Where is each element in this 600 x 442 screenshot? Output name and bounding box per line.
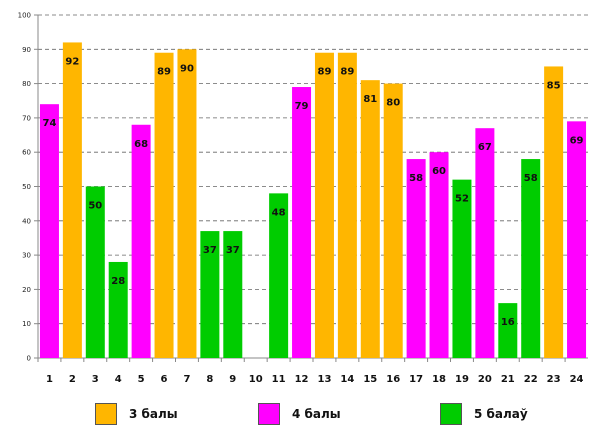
bar-20 xyxy=(475,128,495,358)
x-tick-label: 6 xyxy=(161,374,168,385)
data-label-24: 69 xyxy=(570,135,584,146)
bar-24 xyxy=(567,121,587,358)
data-label-13: 89 xyxy=(317,67,331,78)
x-tick-label: 7 xyxy=(183,374,190,385)
data-label-21: 16 xyxy=(501,317,515,328)
bar-12 xyxy=(292,87,312,358)
data-labels: 74 92 50 28 68 89 90 37 37 48 79 89 89 81 80 58 60 52 67 16… xyxy=(42,56,583,328)
y-tick-label: 50 xyxy=(22,183,31,191)
bar-5 xyxy=(131,124,151,358)
y-tick-label: 100 xyxy=(18,12,31,20)
legend-label-3-baly: 3 балы xyxy=(129,407,178,421)
data-label-15: 81 xyxy=(363,94,377,105)
bar-8 xyxy=(200,231,220,358)
data-label-8: 37 xyxy=(203,245,217,256)
x-tick-label: 4 xyxy=(115,374,122,385)
legend-swatch-3-baly xyxy=(95,403,117,425)
x-tick-label: 5 xyxy=(138,374,145,385)
y-tick-label: 90 xyxy=(22,46,31,54)
bar-23 xyxy=(544,66,564,358)
x-tick-label: 17 xyxy=(409,374,423,385)
x-tick-label: 24 xyxy=(570,374,584,385)
bar-21 xyxy=(498,303,518,358)
x-tick-label: 13 xyxy=(317,374,331,385)
bars xyxy=(39,42,587,359)
data-label-22: 58 xyxy=(524,173,538,184)
bar-4 xyxy=(108,261,128,358)
bar-9 xyxy=(223,231,243,358)
data-label-12: 79 xyxy=(295,101,309,112)
bar-17 xyxy=(406,159,426,358)
y-tick-label: 70 xyxy=(22,114,31,122)
data-label-5: 68 xyxy=(134,139,148,150)
x-tick-label: 10 xyxy=(249,374,263,385)
x-tick-labels: 1 2 3 4 5 6 7 8 9 10 11 12 13 14 15 16 17 18 19 20 21 22 23 24 xyxy=(37,358,584,385)
legend-swatch-4-baly xyxy=(258,403,280,425)
legend-label-4-baly: 4 балы xyxy=(292,407,341,421)
x-tick-label: 12 xyxy=(295,374,309,385)
x-tick-label: 20 xyxy=(478,374,492,385)
data-label-6: 89 xyxy=(157,67,171,78)
x-tick-label: 9 xyxy=(229,374,236,385)
data-label-3: 50 xyxy=(88,201,102,212)
y-tick-label: 60 xyxy=(22,149,31,157)
x-tick-label: 23 xyxy=(547,374,561,385)
x-tick-label: 2 xyxy=(69,374,76,385)
data-label-2: 92 xyxy=(65,56,79,67)
bar-19 xyxy=(452,179,472,358)
bar-13 xyxy=(314,52,334,358)
data-label-18: 60 xyxy=(432,166,446,177)
bar-18 xyxy=(429,152,449,358)
bar-14 xyxy=(337,52,357,358)
bar-6 xyxy=(154,52,174,358)
bar-22 xyxy=(521,159,541,358)
x-tick-label: 22 xyxy=(524,374,538,385)
x-tick-label: 1 xyxy=(46,374,53,385)
data-label-14: 89 xyxy=(340,67,354,78)
legend-item-3-baly: 3 балы xyxy=(95,403,178,425)
legend-item-4-baly: 4 балы xyxy=(258,403,341,425)
y-tick-label: 0 xyxy=(27,355,31,363)
bar-7 xyxy=(177,49,197,359)
y-tick-label: 40 xyxy=(22,217,31,225)
y-tick-label: 20 xyxy=(22,286,31,294)
data-label-19: 52 xyxy=(455,194,469,205)
data-label-23: 85 xyxy=(547,80,561,91)
x-tick-label: 19 xyxy=(455,374,469,385)
bar-2 xyxy=(62,42,82,358)
bar-11 xyxy=(269,193,289,358)
bar-16 xyxy=(383,83,403,358)
data-label-11: 48 xyxy=(272,207,286,218)
y-tick-label: 10 xyxy=(22,320,31,328)
legend-swatch-5-balau xyxy=(440,403,462,425)
y-tick-labels: 0 10 20 30 40 50 60 70 80 90 100 xyxy=(18,12,38,363)
y-tick-label: 30 xyxy=(22,252,31,260)
bar-1 xyxy=(39,104,59,359)
data-label-16: 80 xyxy=(386,98,400,109)
x-tick-label: 11 xyxy=(272,374,286,385)
x-tick-label: 21 xyxy=(501,374,515,385)
x-tick-label: 15 xyxy=(363,374,377,385)
y-tick-label: 80 xyxy=(22,80,31,88)
x-tick-label: 18 xyxy=(432,374,446,385)
legend-item-5-balau: 5 балаў xyxy=(440,403,528,425)
data-label-9: 37 xyxy=(226,245,240,256)
data-label-1: 74 xyxy=(42,118,56,129)
data-label-4: 28 xyxy=(111,276,125,287)
gridlines xyxy=(38,14,588,325)
x-tick-label: 8 xyxy=(206,374,213,385)
x-tick-label: 14 xyxy=(340,374,354,385)
bar-15 xyxy=(360,80,380,359)
x-tick-label: 3 xyxy=(92,374,99,385)
data-label-17: 58 xyxy=(409,173,423,184)
x-tick-label: 16 xyxy=(386,374,400,385)
legend-label-5-balau: 5 балаў xyxy=(474,407,528,421)
data-label-7: 90 xyxy=(180,63,194,74)
bar-3 xyxy=(85,186,105,358)
data-label-20: 67 xyxy=(478,142,492,153)
